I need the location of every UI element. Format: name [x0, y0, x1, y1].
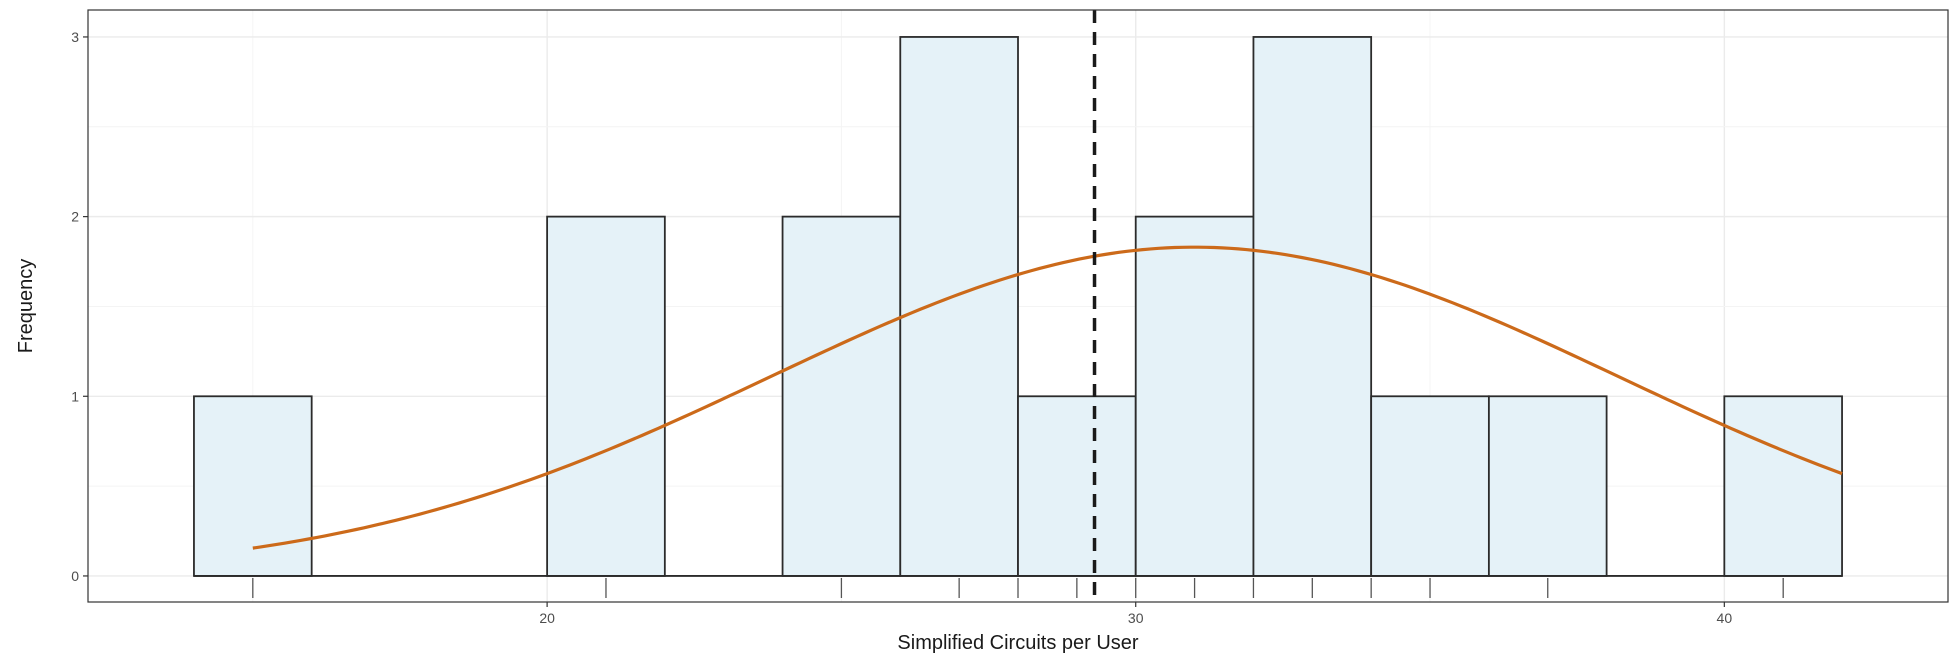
histogram-bar — [546, 215, 666, 577]
histogram-bar — [1017, 395, 1137, 577]
histogram-bar — [899, 36, 1019, 577]
y-tick-label: 2 — [71, 209, 79, 225]
histogram-bar — [1723, 395, 1843, 577]
plot-panel — [87, 9, 1949, 603]
x-axis-title: Simplified Circuits per User — [897, 632, 1139, 654]
histogram-bar — [193, 395, 313, 577]
histogram-bar — [1487, 395, 1608, 577]
histogram-bar — [1370, 395, 1490, 577]
density-curve — [252, 245, 1843, 550]
histogram-bar — [1134, 215, 1255, 577]
panel-border — [87, 9, 1949, 603]
histogram-bars — [193, 36, 1843, 577]
rug-marks — [252, 578, 1784, 598]
x-axis-ticks: 20 30 40 — [539, 602, 1732, 626]
y-tick-label: 0 — [71, 568, 79, 584]
x-tick-label: 20 — [539, 610, 555, 626]
y-tick-label: 3 — [71, 29, 79, 45]
y-axis-title: Frequency — [15, 259, 37, 354]
histogram-bar — [1252, 36, 1373, 577]
y-tick-label: 1 — [71, 388, 79, 404]
x-tick-label: 30 — [1128, 610, 1144, 626]
y-axis-ticks: 0 1 2 3 — [71, 29, 88, 584]
histogram-bar — [781, 215, 902, 577]
x-tick-label: 40 — [1717, 610, 1733, 626]
